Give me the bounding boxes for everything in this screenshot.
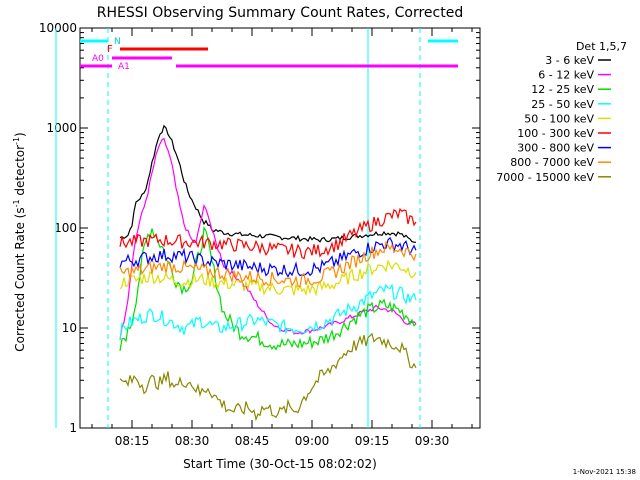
y-tick-label: 1000 [46, 121, 77, 135]
attenuator-bar-a0-label: A0 [92, 54, 104, 64]
x-axis-label: Start Time (30-Oct-15 08:02:02) [183, 457, 377, 471]
legend-header: Det 1,5,7 [576, 40, 627, 53]
y-axis-label: Corrected Count Rate (s-1 detector-1) [12, 132, 27, 351]
legend-entry-label: 12 - 25 keV [531, 83, 594, 96]
legend-entry-label: 100 - 300 keV [517, 127, 594, 140]
legend-entry-label: 7000 - 15000 keV [496, 171, 594, 184]
legend-entry-label: 800 - 7000 keV [510, 156, 594, 169]
x-tick-label: 08:45 [235, 434, 270, 448]
y-tick-label: 10000 [39, 21, 77, 35]
series-line-6 [119, 207, 417, 260]
attenuator-bar-a1-label: A1 [118, 62, 130, 72]
chart-title: RHESSI Observing Summary Count Rates, Co… [97, 5, 463, 21]
plot-area: 1 10 100 1000 10000 08:15 08:30 08:45 09:00 09:15… [39, 21, 481, 448]
x-tick-label: 09:15 [355, 434, 390, 448]
legend-entry-label: 50 - 100 keV [524, 112, 594, 125]
y-axis-label-sup: -1 [12, 199, 21, 207]
series-line-7 [119, 236, 417, 279]
y-axis-label-main: Corrected Count Rate (s [13, 207, 27, 351]
y-tick-label: 100 [54, 221, 77, 235]
y-axis-label-end: ) [13, 132, 27, 137]
flare-bar-label: F [107, 44, 113, 55]
series-line-1 [119, 124, 417, 243]
legend-entry-label: 25 - 50 keV [531, 98, 594, 111]
series-line-3 [119, 225, 417, 351]
series-line-8 [119, 240, 417, 288]
y-tick-label: 1 [69, 421, 77, 435]
legend-entry-label: 300 - 800 keV [517, 142, 594, 155]
footer-timestamp: 1-Nov-2021 15:38 [573, 468, 636, 476]
y-tick-label: 10 [62, 321, 77, 335]
x-tick-label: 08:15 [115, 434, 150, 448]
series-line-4 [119, 283, 417, 340]
legend-entry-label: 3 - 6 keV [545, 54, 594, 67]
x-tick-label: 08:30 [175, 434, 210, 448]
series-line-5 [119, 259, 417, 297]
x-tick-label: 09:00 [295, 434, 330, 448]
night-bar-label: N [114, 37, 121, 47]
x-tick-label: 09:30 [415, 434, 450, 448]
y-axis-label-tail: detector [13, 145, 27, 200]
series-line-9 [119, 332, 417, 422]
legend-entry-label: 6 - 12 keV [538, 69, 594, 82]
y-axis-label-sup2: -1 [12, 137, 21, 145]
